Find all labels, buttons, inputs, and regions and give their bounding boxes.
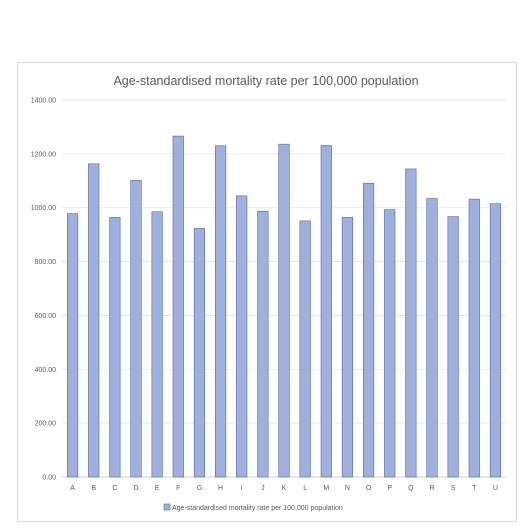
chart-title: Age-standardised mortality rate per 100,…	[113, 74, 418, 88]
legend-swatch	[163, 503, 171, 511]
x-tick-label: N	[345, 485, 350, 492]
x-tick-label: J	[261, 485, 265, 492]
x-tick-label: D	[133, 485, 138, 492]
x-tick-label: O	[366, 485, 372, 492]
bar-q	[405, 168, 417, 478]
bar-u	[489, 203, 502, 478]
x-tick-label: G	[197, 485, 202, 492]
bar-b	[88, 163, 100, 478]
x-tick-label: K	[282, 485, 287, 492]
bar-n	[341, 217, 354, 478]
x-tick-label: E	[155, 485, 160, 492]
bar-e	[151, 211, 163, 478]
x-tick-label: M	[323, 485, 329, 492]
bar-r	[426, 198, 438, 478]
bar-l	[299, 220, 311, 478]
bar-s	[447, 216, 459, 478]
legend-label: Age-standardised mortality rate per 100,…	[172, 505, 343, 512]
x-axis-ticks: A B C D E F G H I J K L M N O P Q R S T U	[70, 485, 498, 492]
y-tick-label: 1200.00	[31, 151, 56, 158]
bar-g	[193, 228, 206, 478]
bar-k	[278, 143, 290, 478]
bar-a	[66, 213, 79, 478]
x-tick-label: Q	[408, 485, 414, 492]
x-tick-label: B	[91, 485, 96, 492]
y-tick-label: 1000.00	[31, 205, 56, 212]
y-tick-label: 800.00	[35, 259, 57, 266]
bar-d	[130, 179, 142, 478]
x-tick-label: L	[303, 485, 307, 492]
x-tick-label: F	[176, 485, 180, 492]
legend: Age-standardised mortality rate per 100,…	[163, 503, 343, 512]
x-tick-label: R	[429, 485, 434, 492]
x-tick-label: A	[70, 485, 75, 492]
bar-m	[320, 145, 332, 478]
x-tick-label: C	[112, 485, 117, 492]
bar-f	[172, 135, 184, 478]
bar-j	[257, 210, 269, 478]
y-tick-label: 600.00	[35, 313, 57, 320]
y-axis-ticks: 0.00 200.00 400.00 600.00 800.00 1000.00 1200.…	[31, 98, 56, 482]
y-tick-label: 0.00	[42, 475, 56, 482]
x-tick-label: S	[451, 485, 456, 492]
bar-i	[236, 195, 248, 478]
bar-o	[362, 182, 375, 478]
x-tick-label: I	[241, 485, 243, 492]
y-tick-label: 1400.00	[31, 98, 56, 105]
bar-p	[384, 209, 396, 478]
x-tick-label: U	[493, 485, 498, 492]
x-tick-label: H	[218, 485, 223, 492]
x-tick-label: P	[387, 485, 392, 492]
y-tick-label: 400.00	[35, 367, 57, 374]
bar-h	[214, 145, 227, 478]
x-tick-label: T	[472, 485, 477, 492]
y-tick-label: 200.00	[35, 421, 57, 428]
bar-t	[468, 198, 480, 478]
bar-c	[109, 217, 121, 478]
bars	[66, 135, 502, 478]
